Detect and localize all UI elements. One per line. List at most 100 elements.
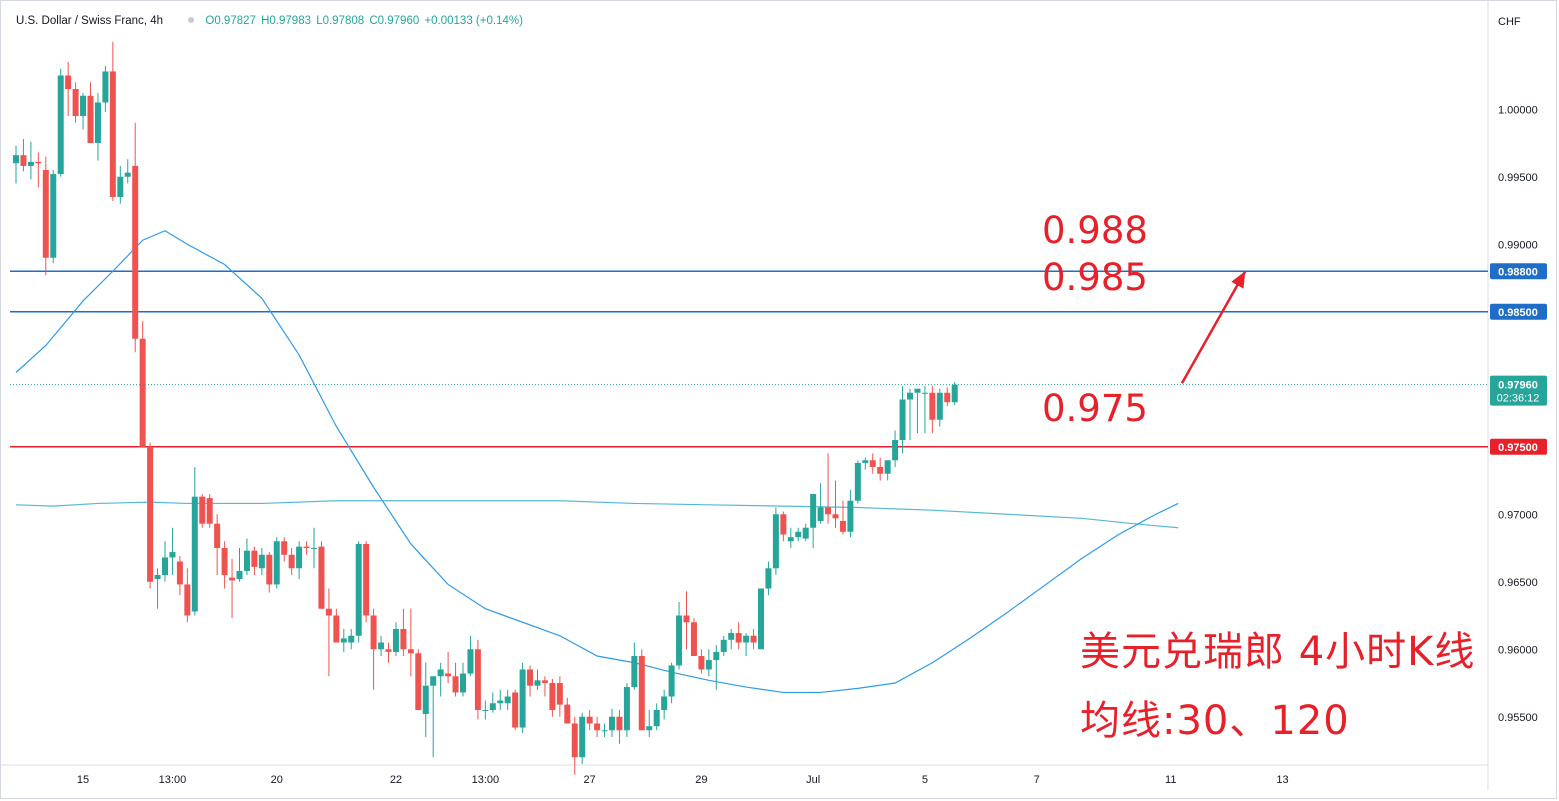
- candle-body: [199, 496, 206, 524]
- y-tick-label: 0.99000: [1498, 239, 1538, 251]
- candle-body: [854, 462, 861, 501]
- candle-body: [57, 75, 64, 175]
- candle-body: [27, 161, 34, 166]
- candle-body: [42, 170, 49, 258]
- level-988-annotation: 0.988: [1042, 209, 1148, 252]
- candle-body: [519, 669, 526, 728]
- symbol-label[interactable]: U.S. Dollar / Swiss Franc, 4h: [16, 15, 163, 27]
- candle-body: [132, 165, 139, 339]
- candle-body: [631, 656, 638, 688]
- ma120-line: [15, 500, 1179, 529]
- candle-body: [795, 531, 802, 538]
- candle-body: [825, 507, 832, 515]
- candle-body: [407, 649, 414, 654]
- x-tick-label: 29: [695, 774, 707, 786]
- last-price-tag: [1490, 375, 1547, 406]
- x-tick-label: 27: [584, 774, 596, 786]
- candle-body: [653, 710, 660, 727]
- candle-body: [229, 577, 236, 581]
- candle-body: [541, 680, 548, 683]
- candle-body: [325, 608, 332, 616]
- candle-body: [35, 161, 42, 164]
- candle-body: [430, 676, 437, 686]
- candle-body: [452, 676, 459, 693]
- x-tick-label: 13:00: [159, 774, 187, 786]
- chart-note-title: 美元兑瑞郎 4小时K线: [1080, 629, 1476, 675]
- candle-body: [646, 726, 653, 731]
- candle-body: [735, 633, 742, 643]
- candle-body: [713, 651, 720, 661]
- candle-body: [862, 460, 869, 463]
- candle-body: [638, 656, 645, 731]
- candle-body: [13, 155, 19, 164]
- candle-body: [147, 446, 154, 582]
- candle-body: [296, 546, 303, 569]
- candle-body: [758, 588, 764, 650]
- candle-body: [832, 514, 839, 519]
- candle-body: [392, 629, 399, 652]
- y-tick-label: 0.97000: [1498, 509, 1538, 521]
- candle-body: [564, 704, 571, 724]
- y-tick-label: 0.96000: [1498, 644, 1538, 656]
- candle-body: [266, 554, 273, 585]
- candle-body: [661, 696, 668, 710]
- candle-body: [489, 703, 496, 710]
- candle-body: [676, 615, 683, 666]
- candle-body: [348, 635, 355, 643]
- candle-body: [482, 710, 489, 711]
- level-price-tag: [1490, 438, 1547, 455]
- candle-body: [594, 723, 601, 731]
- y-tick-label: 0.96500: [1498, 577, 1538, 589]
- candle-body: [549, 683, 556, 710]
- candle-body: [527, 669, 534, 686]
- candle-body: [534, 680, 541, 686]
- candle-body: [668, 665, 675, 697]
- candle-body: [921, 392, 928, 394]
- candle-body: [94, 102, 101, 143]
- candle-body: [378, 642, 385, 650]
- candle-body: [273, 541, 280, 585]
- candle-body: [236, 570, 243, 580]
- candle-body: [169, 552, 176, 558]
- candle-body: [139, 338, 146, 447]
- y-tick-label: 1.00000: [1498, 104, 1538, 116]
- candle-body: [892, 440, 899, 461]
- candle-body: [467, 649, 474, 674]
- candle-body: [847, 500, 854, 532]
- x-tick-label: 5: [922, 774, 928, 786]
- candle-body: [355, 543, 362, 636]
- candle-body: [340, 638, 347, 643]
- candle-body: [765, 568, 772, 589]
- candle-body: [288, 554, 295, 569]
- candle-body: [914, 388, 921, 393]
- x-tick-label: 11: [1165, 774, 1176, 786]
- candle-body: [817, 507, 824, 521]
- candle-body: [206, 498, 213, 524]
- candle-body: [109, 71, 116, 197]
- candle-body: [162, 557, 168, 575]
- countdown-label: 02:36:12: [1497, 393, 1540, 405]
- candle-body: [303, 546, 310, 548]
- x-tick-label: Jul: [806, 774, 820, 786]
- candle-body: [683, 615, 690, 623]
- y-tick-label: 0.95500: [1498, 712, 1538, 724]
- candle-body: [80, 95, 87, 116]
- candle-body: [87, 95, 94, 143]
- candle-body: [318, 546, 325, 609]
- candle-body: [415, 653, 422, 710]
- candle-body: [385, 649, 392, 652]
- candle-body: [839, 521, 846, 532]
- x-tick-label: 22: [390, 774, 402, 786]
- candle-body: [787, 537, 794, 542]
- x-tick-label: 13: [1276, 774, 1288, 786]
- level-price-tag: [1490, 263, 1547, 280]
- trend-arrow-line: [1180, 270, 1247, 384]
- candle-body: [899, 399, 906, 440]
- candle-body: [571, 723, 578, 758]
- candle-body: [445, 673, 452, 677]
- candle-body: [251, 550, 258, 567]
- candle-body: [311, 548, 317, 549]
- candle-body: [884, 460, 891, 474]
- x-tick-label: 7: [1034, 774, 1040, 786]
